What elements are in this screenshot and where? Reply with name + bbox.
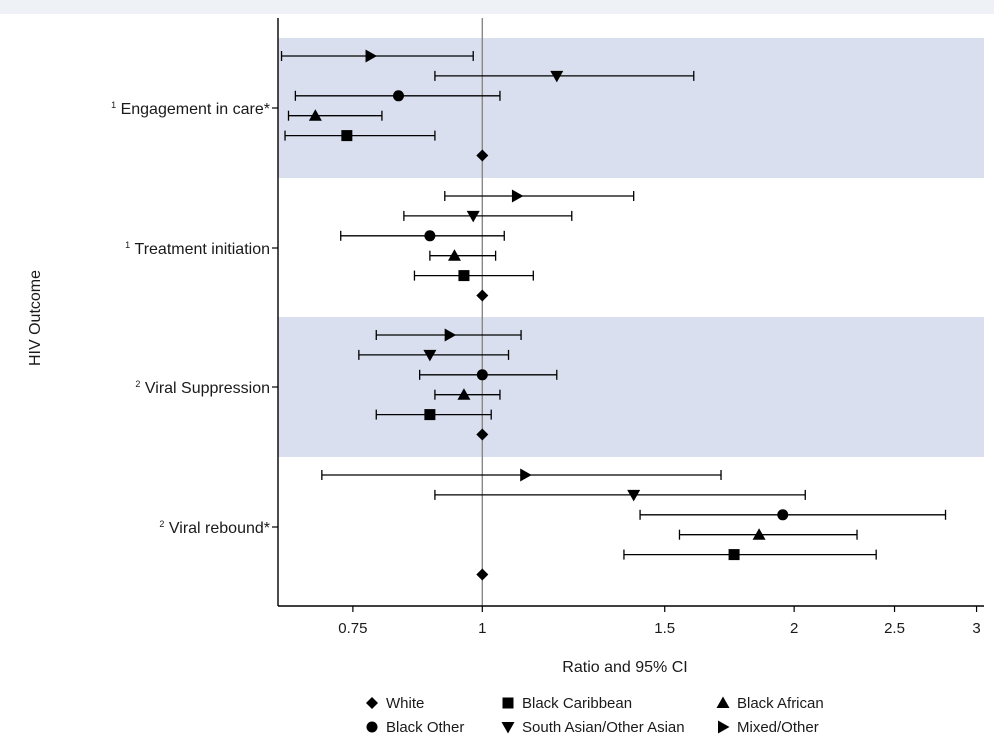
point-treatment-initiation-south-asian-other-asian [466, 210, 480, 223]
x-tick-label-1: 1 [478, 620, 486, 637]
legend-label-south-asian-other-asian: South Asian/Other Asian [522, 719, 685, 736]
point-viral-rebound-black-african [752, 528, 766, 540]
point-viral-suppression-mixed-other [444, 328, 457, 342]
x-axis-title: Ratio and 95% CI [562, 659, 687, 676]
axes [277, 18, 984, 607]
point-engagement-in-care-black-caribbean [341, 130, 353, 142]
x-tick-label-2: 2 [790, 620, 798, 637]
point-viral-suppression-black-african [457, 388, 471, 400]
category-text: Treatment initiation [130, 241, 270, 258]
category-superscript: 1 [111, 100, 116, 110]
point-viral-suppression-white [476, 428, 489, 441]
category-text: Engagement in care* [116, 101, 270, 118]
category-labels: 1 Engagement in care*1 Treatment initiat… [111, 100, 278, 537]
point-engagement-in-care-black-other [392, 90, 404, 102]
legend-marker-black-other [366, 721, 378, 733]
legend: White Black Caribbean Black African Black O… [366, 695, 824, 736]
point-viral-suppression-south-asian-other-asian [423, 349, 437, 362]
point-treatment-initiation-black-african [447, 249, 461, 261]
point-treatment-initiation-black-other [424, 230, 436, 242]
legend-marker-mixed-other [718, 720, 730, 734]
estimate-rows [280, 49, 947, 581]
legend-label-black-african: Black African [737, 695, 824, 712]
legend-label-mixed-other: Mixed/Other [737, 719, 819, 736]
x-tick-label-3: 3 [972, 620, 980, 637]
legend-label-white: White [386, 695, 424, 712]
band-viral-suppression [278, 317, 984, 457]
point-engagement-in-care-white [476, 149, 489, 162]
point-viral-suppression-black-caribbean [424, 409, 436, 421]
category-label-treatment-initiation: 1 Treatment initiation [125, 240, 270, 258]
point-viral-rebound-black-other [777, 509, 789, 521]
group-bands [278, 38, 984, 457]
point-engagement-in-care-mixed-other [365, 49, 378, 63]
point-treatment-initiation-white [476, 289, 489, 302]
category-superscript: 2 [159, 519, 164, 529]
top-bar [0, 0, 994, 14]
band-engagement-in-care [278, 38, 984, 178]
legend-label-black-other: Black Other [386, 719, 464, 736]
point-viral-rebound-south-asian-other-asian [627, 489, 641, 502]
legend-marker-south-asian-other-asian [501, 722, 515, 734]
category-superscript: 2 [135, 379, 140, 389]
x-tick-label-1-5: 1.5 [654, 620, 675, 637]
point-engagement-in-care-black-african [308, 109, 322, 121]
x-tick-label-2-5: 2.5 [884, 620, 905, 637]
point-treatment-initiation-black-caribbean [458, 270, 470, 282]
category-label-viral-suppression: 2 Viral Suppression [135, 379, 270, 397]
legend-marker-black-caribbean [502, 697, 514, 709]
point-viral-rebound-black-caribbean [728, 549, 740, 561]
point-viral-suppression-black-other [476, 369, 488, 381]
legend-label-black-caribbean: Black Caribbean [522, 695, 632, 712]
point-treatment-initiation-mixed-other [511, 189, 524, 203]
category-label-viral-rebound: 2 Viral rebound* [159, 519, 270, 537]
category-text: Viral rebound* [164, 520, 270, 537]
point-viral-rebound-mixed-other [520, 468, 532, 482]
category-superscript: 1 [125, 240, 130, 250]
point-viral-rebound-white [476, 568, 489, 581]
y-axis-title: HIV Outcome [27, 270, 44, 366]
category-text: Viral Suppression [140, 380, 270, 397]
point-engagement-in-care-south-asian-other-asian [550, 70, 564, 83]
x-tick-label-0-75: 0.75 [338, 620, 367, 637]
category-label-engagement-in-care: 1 Engagement in care* [111, 100, 270, 118]
x-ticks: 0.75 1 1.5 2 2.5 3 [338, 606, 981, 637]
legend-marker-black-african [716, 696, 730, 708]
legend-marker-white [366, 697, 378, 709]
